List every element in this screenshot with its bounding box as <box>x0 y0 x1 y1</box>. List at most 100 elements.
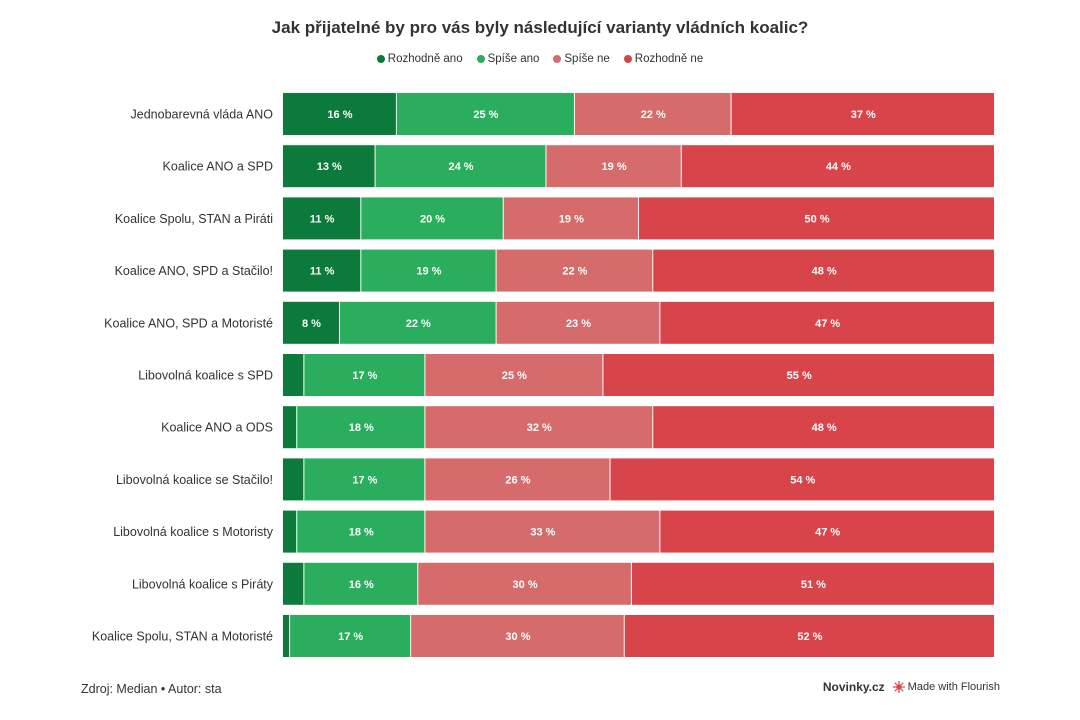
chart-title: Jak přijatelné by pro vás byly následují… <box>271 18 809 37</box>
bar-segment[interactable] <box>361 197 503 240</box>
legend-swatch-rozhodne-ne <box>623 55 632 63</box>
data-label: 54 % <box>790 474 815 486</box>
category-label: Koalice Spolu, STAN a Piráti <box>115 212 273 226</box>
bar-segment[interactable] <box>681 145 994 188</box>
data-label: 18 % <box>349 422 374 434</box>
bar-segment[interactable] <box>283 93 396 135</box>
bar-segment[interactable] <box>731 93 994 135</box>
bar-segment[interactable] <box>283 354 304 396</box>
bar-segment[interactable] <box>283 510 297 553</box>
bar-segment[interactable] <box>283 249 361 292</box>
data-label: 23 % <box>566 318 591 330</box>
bar-segment[interactable] <box>653 406 994 449</box>
data-label: 16 % <box>327 109 352 121</box>
category-label: Libovolná koalice se Stačilo! <box>116 473 273 487</box>
bar-segment[interactable] <box>653 249 994 292</box>
data-label: 51 % <box>801 579 826 591</box>
bar-segment[interactable] <box>339 301 496 344</box>
made-with-flourish-link[interactable]: Made with Flourish <box>892 681 1000 693</box>
data-label: 16 % <box>349 579 374 591</box>
data-label: 17 % <box>338 631 363 643</box>
bar-segment[interactable] <box>496 301 660 344</box>
data-label: 52 % <box>797 631 822 643</box>
data-label: 11 % <box>310 266 335 278</box>
data-label: 17 % <box>352 474 377 486</box>
bar-segment[interactable] <box>660 301 994 344</box>
bar-segment[interactable] <box>283 197 361 240</box>
bar-segment[interactable] <box>603 354 994 396</box>
legend-swatch-spise-ano <box>476 55 485 63</box>
data-label: 48 % <box>812 266 837 278</box>
bar-segment[interactable] <box>304 458 425 501</box>
bar-segment[interactable] <box>631 562 994 605</box>
bar-segment[interactable] <box>496 249 653 292</box>
data-label: 19 % <box>416 266 441 278</box>
data-label: 18 % <box>349 527 374 539</box>
legend-label-spise-ano: Spíše ano <box>487 53 540 65</box>
category-label: Koalice ANO a SPD <box>163 160 273 174</box>
data-label: 17 % <box>352 370 377 382</box>
chart-legend: Rozhodně ano Spíše ano Spíše ne Rozhodně… <box>0 53 1080 65</box>
bar-segment[interactable] <box>297 406 425 449</box>
bar-segment[interactable] <box>283 562 304 605</box>
bar-segment[interactable] <box>290 615 411 657</box>
data-label: 47 % <box>815 318 840 330</box>
bar-segment[interactable] <box>660 510 994 553</box>
bar-segment[interactable] <box>411 615 624 657</box>
data-label: 47 % <box>815 527 840 539</box>
data-label: 30 % <box>513 579 538 591</box>
category-label: Libovolná koalice s Motoristy <box>113 525 274 539</box>
bar-segment[interactable] <box>425 354 603 396</box>
data-label: 33 % <box>530 527 555 539</box>
source-credit: Zdroj: Median • Autor: sta <box>81 682 222 696</box>
brand-logo[interactable]: Novinky.cz <box>822 680 885 694</box>
legend-swatch-spise-ne <box>553 55 562 63</box>
bar-segment[interactable] <box>425 510 660 553</box>
data-label: 24 % <box>448 161 473 173</box>
bar-segment[interactable] <box>283 458 304 501</box>
bar-segment[interactable] <box>425 458 610 501</box>
data-label: 25 % <box>473 109 498 121</box>
category-label: Koalice Spolu, STAN a Motoristé <box>92 630 273 644</box>
bar-segment[interactable] <box>418 562 631 605</box>
flourish-icon <box>892 681 905 693</box>
data-label: 48 % <box>812 422 837 434</box>
category-label: Libovolná koalice s SPD <box>138 369 273 383</box>
bar-segment[interactable] <box>361 249 496 292</box>
legend-label-spise-ne: Spíše ne <box>564 53 610 65</box>
bar-segment[interactable] <box>283 301 339 344</box>
bar-segment[interactable] <box>639 197 994 240</box>
bar-segment[interactable] <box>304 562 418 605</box>
data-label: 22 % <box>641 109 666 121</box>
data-label: 30 % <box>505 631 530 643</box>
legend-item-spise-ano[interactable]: Spíše ano <box>476 53 540 65</box>
bar-segment[interactable] <box>546 145 681 188</box>
data-label: 8 % <box>302 318 321 330</box>
bar-segment[interactable] <box>297 510 425 553</box>
legend-item-spise-ne[interactable]: Spíše ne <box>553 53 610 65</box>
data-label: 11 % <box>310 213 335 225</box>
legend-swatch-rozhodne-ano <box>376 55 385 63</box>
bar-segment[interactable] <box>610 458 994 501</box>
footer-branding: Novinky.cz Made with Flourish <box>823 680 1000 694</box>
data-label: 25 % <box>502 370 527 382</box>
legend-item-rozhodne-ne[interactable]: Rozhodně ne <box>623 53 703 65</box>
bar-segment[interactable] <box>503 197 638 240</box>
bar-segment[interactable] <box>283 406 297 449</box>
bar-segment[interactable] <box>396 93 574 135</box>
bar-segment[interactable] <box>283 615 290 657</box>
data-label: 32 % <box>527 422 552 434</box>
made-with-flourish-label: Made with Flourish <box>907 681 1000 693</box>
bar-segment[interactable] <box>425 406 653 449</box>
data-label: 55 % <box>787 370 812 382</box>
bar-segment[interactable] <box>624 615 994 657</box>
data-label: 37 % <box>851 109 876 121</box>
bar-segment[interactable] <box>375 145 546 188</box>
bar-segment[interactable] <box>283 145 375 188</box>
data-label: 22 % <box>562 266 587 278</box>
legend-item-rozhodne-ano[interactable]: Rozhodně ano <box>376 53 463 65</box>
category-label: Koalice ANO, SPD a Stačilo! <box>115 264 273 278</box>
bar-segment[interactable] <box>574 93 731 135</box>
data-label: 26 % <box>505 474 530 486</box>
bar-segment[interactable] <box>304 354 425 396</box>
